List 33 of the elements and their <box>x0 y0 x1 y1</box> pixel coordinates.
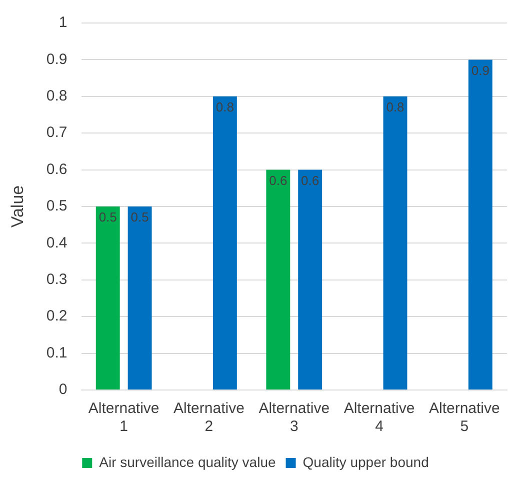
bar <box>266 170 290 390</box>
y-tick-label: 0.3 <box>46 271 68 288</box>
legend-label: Air surveillance quality value <box>99 454 276 470</box>
y-tick-label: 0 <box>58 381 68 398</box>
x-tick-label: Alternative 2 <box>174 400 244 436</box>
y-tick-label: 0.1 <box>46 344 68 362</box>
x-tick-label: Alternative 3 <box>258 400 330 436</box>
data-label: 0.6 <box>269 172 288 188</box>
y-tick-label: 0.9 <box>46 50 68 68</box>
y-axis-title: Value <box>8 185 27 228</box>
y-tick-label: 0.4 <box>46 234 68 252</box>
y-tick-label: 0.7 <box>46 124 68 142</box>
y-tick-label: 0.2 <box>46 308 68 325</box>
y-tick-label: 1 <box>58 14 68 32</box>
data-label: 0.6 <box>301 172 320 188</box>
x-tick-label: Alternative 1 <box>88 400 160 436</box>
bar <box>383 96 408 390</box>
x-tick-label: Alternative 5 <box>428 400 500 436</box>
data-label: 0.8 <box>216 99 234 114</box>
y-tick-label: 0.6 <box>46 160 68 178</box>
bar <box>96 206 120 390</box>
data-label: 0.9 <box>471 62 490 78</box>
y-tick-label: 0.5 <box>46 198 68 215</box>
data-label: 0.5 <box>130 210 149 225</box>
bar <box>212 96 237 390</box>
x-tick-label: Alternative 4 <box>344 400 415 436</box>
bar <box>298 170 322 390</box>
data-label: 0.5 <box>98 210 117 225</box>
data-label: 0.8 <box>386 99 404 114</box>
legend-label: Quality upper bound <box>302 454 429 470</box>
bar <box>468 60 492 390</box>
bar <box>128 206 152 390</box>
y-tick-label: 0.8 <box>46 88 68 105</box>
